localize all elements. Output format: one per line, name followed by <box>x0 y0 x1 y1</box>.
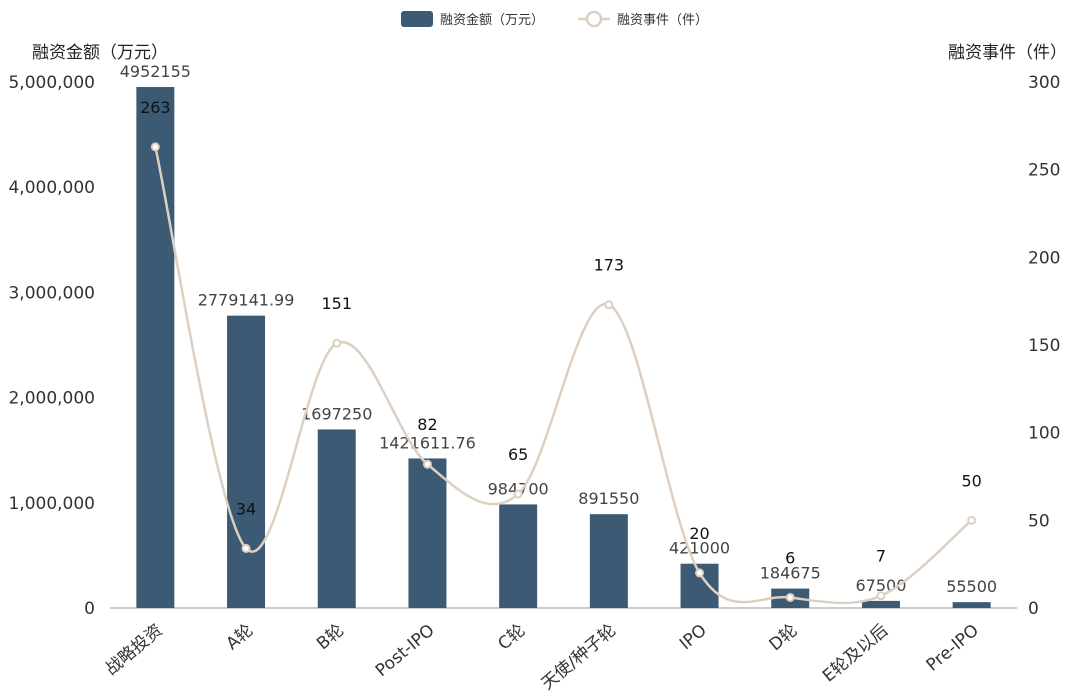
y-right-tick-label: 50 <box>1028 511 1050 531</box>
x-category-label: Post-IPO <box>372 621 439 682</box>
x-category-label: B轮 <box>313 621 348 655</box>
x-category-label: A轮 <box>222 621 257 655</box>
bar-value-label: 2779141.99 <box>198 291 295 310</box>
x-category-label: E轮及以后 <box>819 621 892 687</box>
legend-line-label: 融资事件（件） <box>617 13 708 28</box>
bar[interactable] <box>227 315 266 608</box>
bar-value-label: 421000 <box>669 539 730 558</box>
line-value-label: 65 <box>508 445 528 464</box>
bar-value-label: 1421611.76 <box>379 433 476 452</box>
bar[interactable] <box>952 602 991 608</box>
bar[interactable] <box>861 600 900 608</box>
bar[interactable] <box>589 514 628 608</box>
y-left-tick-label: 2,000,000 <box>8 389 95 409</box>
bar-value-label: 984700 <box>488 479 549 498</box>
line-value-label: 20 <box>689 524 709 543</box>
y-right-tick-label: 100 <box>1028 424 1060 444</box>
bar-value-label: 4952155 <box>120 62 191 81</box>
line-value-label: 151 <box>321 294 352 313</box>
x-category-labels: 战略投资 A轮 B轮 Post-IPO C轮 天使/种子轮 IPO D轮 E轮及… <box>102 620 983 694</box>
line-point[interactable] <box>332 338 342 348</box>
line-point[interactable] <box>967 515 977 525</box>
line-value-label: 7 <box>876 547 886 566</box>
line-value-label: 82 <box>417 415 437 434</box>
y-left-tick-label: 5,000,000 <box>8 73 95 93</box>
legend-bar-label: 融资金额（万元） <box>440 12 544 28</box>
x-category-label: 战略投资 <box>102 621 167 680</box>
legend[interactable]: 融资金额（万元） 融资事件（件） <box>401 10 708 28</box>
bar-value-label: 891550 <box>578 489 639 508</box>
bar-value-label: 55500 <box>946 577 997 596</box>
x-category-label: C轮 <box>494 621 529 655</box>
y-left-tick-label: 4,000,000 <box>8 178 95 198</box>
line-point[interactable] <box>785 592 795 602</box>
y-right-tick-label: 200 <box>1028 248 1060 268</box>
bar[interactable] <box>408 458 447 608</box>
bar-value-label: 184675 <box>760 564 821 583</box>
line-value-label: 263 <box>140 98 171 117</box>
x-category-label: D轮 <box>766 621 802 656</box>
bar-value-labels: 4952155 2779141.99 1697250 1421611.76 98… <box>120 62 997 596</box>
line-point[interactable] <box>241 543 251 553</box>
line-value-label: 34 <box>236 499 256 518</box>
line-value-label: 6 <box>785 548 795 567</box>
y-right-tick-label: 150 <box>1028 336 1060 356</box>
line-point[interactable] <box>604 300 614 310</box>
y-right-tick-label: 250 <box>1028 161 1060 181</box>
legend-bar-swatch <box>401 11 433 27</box>
legend-line-marker <box>585 10 603 28</box>
bar[interactable] <box>317 429 356 608</box>
bar[interactable] <box>136 87 175 608</box>
line-point[interactable] <box>150 142 160 152</box>
x-category-label: IPO <box>676 621 711 655</box>
bar-series <box>136 87 991 608</box>
event-line <box>154 146 973 605</box>
line-value-label: 173 <box>594 256 625 275</box>
y-left-axis-title: 融资金额（万元） <box>32 43 168 63</box>
y-right-ticks: 0 50 100 150 200 250 300 <box>1028 73 1060 619</box>
x-category-label: Pre-IPO <box>923 621 983 676</box>
line-point[interactable] <box>513 489 523 499</box>
y-right-axis-title: 融资事件（件） <box>948 43 1067 63</box>
line-markers <box>150 142 977 602</box>
x-category-label: 天使/种子轮 <box>537 620 620 694</box>
line-value-label: 50 <box>961 471 981 490</box>
y-right-tick-label: 300 <box>1028 73 1060 93</box>
line-value-labels: 263 34 151 82 65 173 20 6 7 50 <box>140 98 982 568</box>
line-point[interactable] <box>695 568 705 578</box>
bar-value-label: 1697250 <box>301 404 372 423</box>
y-left-tick-label: 1,000,000 <box>8 494 95 514</box>
y-left-tick-label: 3,000,000 <box>8 283 95 303</box>
line-point[interactable] <box>422 459 432 469</box>
bar[interactable] <box>499 504 538 608</box>
y-left-ticks: 0 1,000,000 2,000,000 3,000,000 4,000,00… <box>8 73 95 619</box>
line-point[interactable] <box>876 591 886 601</box>
y-left-tick-label: 0 <box>84 599 95 619</box>
y-right-tick-label: 0 <box>1028 599 1039 619</box>
